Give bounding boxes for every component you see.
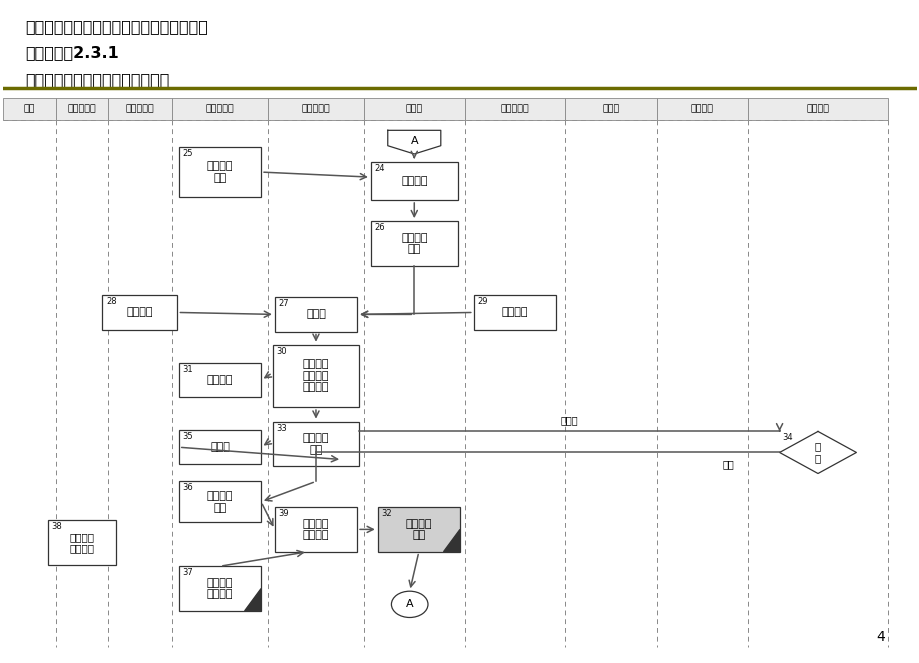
Text: 24: 24: [374, 164, 384, 173]
Text: 26: 26: [374, 223, 385, 232]
FancyBboxPatch shape: [178, 147, 261, 197]
Text: 规划技术部: 规划技术部: [205, 105, 234, 113]
Text: 39: 39: [278, 509, 289, 518]
FancyBboxPatch shape: [172, 98, 267, 120]
Text: 34: 34: [781, 434, 792, 442]
FancyBboxPatch shape: [275, 297, 357, 332]
FancyBboxPatch shape: [178, 481, 261, 522]
Text: 4: 4: [876, 630, 884, 644]
Text: 设计交底: 设计交底: [401, 176, 427, 186]
Text: 建设资金: 建设资金: [501, 308, 528, 318]
Text: A: A: [405, 599, 413, 609]
Text: 项目部: 项目部: [405, 105, 423, 113]
Text: 高层领导: 高层领导: [806, 105, 829, 113]
Text: 30: 30: [276, 347, 287, 355]
Text: 前期拓展部: 前期拓展部: [125, 105, 154, 113]
Text: 施工现场
检查巡视: 施工现场 检查巡视: [302, 518, 329, 540]
Text: 36: 36: [182, 483, 193, 493]
Text: 31: 31: [182, 365, 193, 374]
FancyBboxPatch shape: [3, 98, 56, 120]
Text: 通过: 通过: [721, 459, 733, 469]
Polygon shape: [443, 529, 460, 552]
Text: 物业公司: 物业公司: [690, 105, 713, 113]
FancyBboxPatch shape: [272, 345, 359, 407]
FancyBboxPatch shape: [464, 98, 564, 120]
Text: 变更图: 变更图: [210, 442, 230, 452]
FancyBboxPatch shape: [564, 98, 656, 120]
FancyBboxPatch shape: [178, 566, 261, 611]
FancyBboxPatch shape: [656, 98, 747, 120]
Text: 现场抽查
管理协调: 现场抽查 管理协调: [69, 532, 95, 554]
Text: 28: 28: [106, 297, 117, 306]
Text: 32: 32: [381, 509, 391, 518]
Polygon shape: [244, 589, 261, 611]
Text: 27: 27: [278, 299, 289, 308]
Text: 工程管理部: 工程管理部: [301, 105, 330, 113]
Text: 施工单位
进场: 施工单位 进场: [401, 233, 427, 254]
Text: 工程建设
管理: 工程建设 管理: [405, 518, 432, 540]
FancyBboxPatch shape: [108, 98, 172, 120]
FancyBboxPatch shape: [747, 98, 887, 120]
Text: 材料设备
采购供应: 材料设备 采购供应: [207, 577, 233, 599]
FancyBboxPatch shape: [473, 295, 555, 330]
Text: 变更审查
确认: 变更审查 确认: [302, 433, 329, 455]
Text: 流程编号：2.3.1: 流程编号：2.3.1: [26, 46, 119, 60]
Text: 测桩、沉
降观测等
分项委托: 测桩、沉 降观测等 分项委托: [302, 359, 329, 392]
FancyBboxPatch shape: [370, 162, 458, 200]
FancyBboxPatch shape: [102, 295, 177, 330]
FancyBboxPatch shape: [378, 507, 460, 552]
Text: 销售部: 销售部: [602, 105, 618, 113]
Text: 37: 37: [182, 568, 193, 577]
Text: 流程拥有者：工程管理部及项目部: 流程拥有者：工程管理部及项目部: [26, 72, 170, 87]
Text: 组织设计
人员: 组织设计 人员: [207, 161, 233, 183]
Text: 38: 38: [51, 522, 62, 531]
Text: 开工手续: 开工手续: [127, 308, 153, 318]
FancyBboxPatch shape: [178, 430, 261, 464]
Text: 开工证: 开工证: [306, 310, 325, 320]
FancyBboxPatch shape: [370, 221, 458, 266]
Text: 25: 25: [182, 149, 193, 158]
Text: 审查备案: 审查备案: [207, 375, 233, 385]
FancyBboxPatch shape: [272, 422, 359, 466]
Text: 时间: 时间: [24, 105, 35, 113]
Text: 33: 33: [276, 424, 287, 432]
Text: 战略发展部: 战略发展部: [67, 105, 96, 113]
Circle shape: [391, 591, 427, 617]
Text: 施工现场
服务: 施工现场 服务: [207, 491, 233, 512]
FancyBboxPatch shape: [275, 507, 357, 552]
Text: 审
批: 审 批: [814, 442, 821, 463]
FancyBboxPatch shape: [364, 98, 464, 120]
Text: 流程名称：项目工程总体建设流程（续一）: 流程名称：项目工程总体建设流程（续一）: [26, 19, 209, 34]
Polygon shape: [778, 432, 856, 473]
FancyBboxPatch shape: [267, 98, 364, 120]
FancyBboxPatch shape: [48, 520, 116, 565]
Text: 29: 29: [477, 297, 487, 306]
Text: 资金财务部: 资金财务部: [500, 105, 528, 113]
Polygon shape: [387, 131, 440, 154]
Text: 35: 35: [182, 432, 193, 441]
Text: A: A: [410, 136, 417, 146]
FancyBboxPatch shape: [178, 363, 261, 397]
FancyBboxPatch shape: [56, 98, 108, 120]
Text: 未通过: 未通过: [560, 415, 578, 425]
